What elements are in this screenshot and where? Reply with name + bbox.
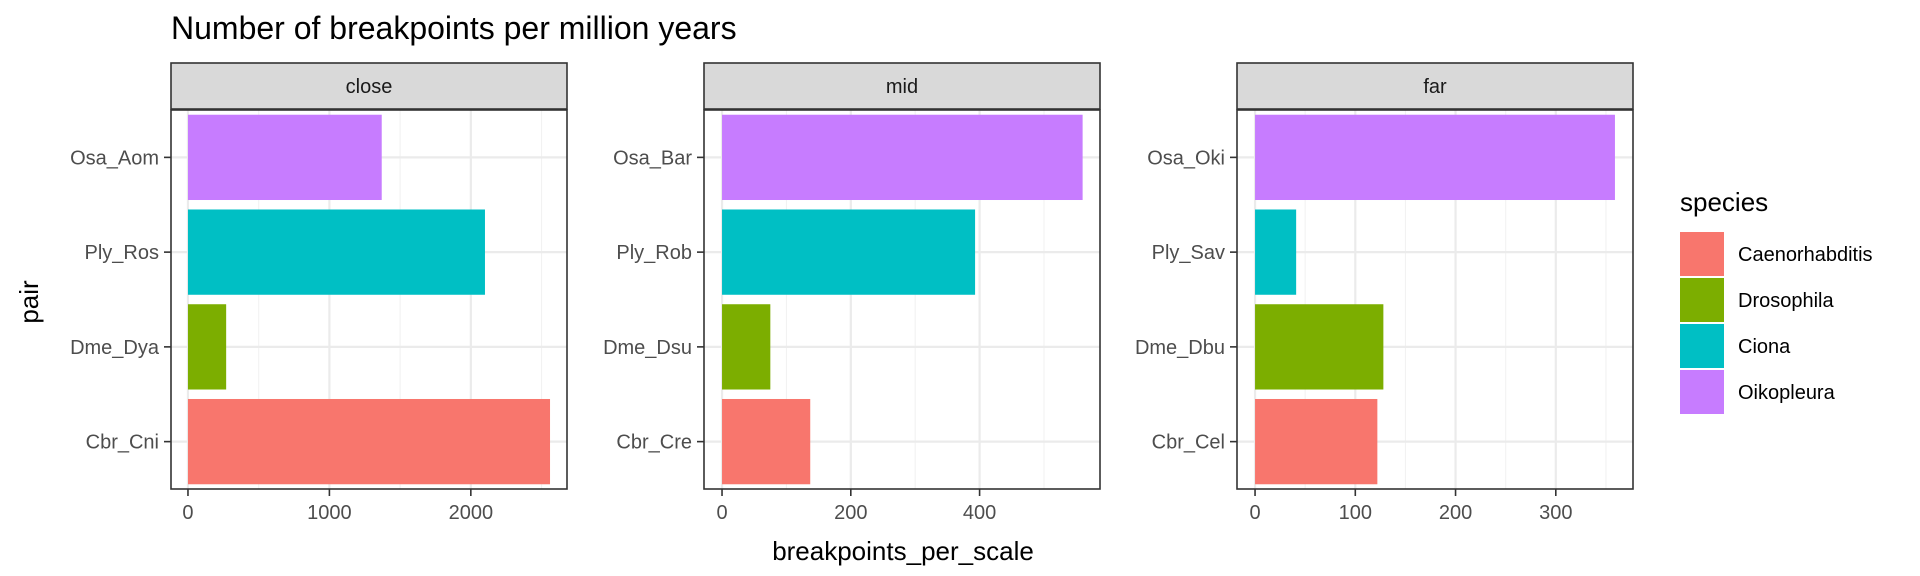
x-tick-label: 0	[182, 502, 193, 524]
x-tick-label: 400	[963, 502, 996, 524]
legend-label: Caenorhabditis	[1738, 244, 1873, 266]
facet-strip	[170, 62, 568, 110]
facet-panel-close: close Osa_Aom Ply_Ros Dme_Dya Cbr_Cni 0 1000 20…	[70, 62, 568, 524]
y-tick-label: Cbr_Cre	[616, 432, 692, 454]
facet-strip-label: mid	[886, 76, 918, 98]
y-tick-label: Cbr_Cel	[1152, 432, 1225, 454]
x-tick-label: 1000	[307, 502, 352, 524]
bar-Ply_Rob	[722, 209, 976, 295]
facet-strip-label: close	[346, 76, 393, 98]
y-tick-label: Dme_Dya	[70, 337, 160, 359]
panel-border	[170, 109, 568, 490]
y-tick-label: Osa_Oki	[1147, 147, 1225, 169]
legend-key-drosophila	[1680, 278, 1724, 322]
bar-Cbr_Cel	[1255, 398, 1378, 485]
bar-Ply_Ros	[187, 209, 485, 295]
chart-title: Number of breakpoints per million years	[171, 10, 737, 46]
bar-Osa_Aom	[187, 114, 382, 201]
bar-Dme_Dbu	[1255, 304, 1384, 390]
legend-label: Drosophila	[1738, 290, 1834, 312]
y-axis-title: pair	[14, 280, 44, 324]
x-tick-label: 2000	[449, 502, 494, 524]
bar-Dme_Dya	[187, 304, 227, 390]
y-tick-label: Dme_Dbu	[1135, 337, 1225, 359]
y-tick-label: Ply_Sav	[1152, 242, 1225, 264]
y-tick-label: Ply_Ros	[85, 242, 159, 264]
x-tick-label: 200	[834, 502, 867, 524]
legend-key-caenorhabditis	[1680, 232, 1724, 276]
x-tick-label: 200	[1439, 502, 1472, 524]
facet-strip-label: far	[1423, 76, 1447, 98]
y-tick-label: Osa_Bar	[613, 147, 692, 169]
bar-Cbr_Cre	[722, 398, 811, 485]
y-tick-label: Ply_Rob	[616, 242, 692, 264]
bar-Osa_Oki	[1255, 114, 1615, 201]
legend-key-oikopleura	[1680, 370, 1724, 414]
legend-key-ciona	[1680, 324, 1724, 368]
x-tick-label: 0	[716, 502, 727, 524]
x-tick-label: 0	[1249, 502, 1260, 524]
bar-Cbr_Cni	[187, 398, 551, 485]
bar-Osa_Bar	[722, 114, 1083, 201]
facet-strip	[1236, 62, 1634, 110]
facet-strip	[703, 62, 1101, 110]
x-tick-label: 300	[1539, 502, 1572, 524]
bar-Ply_Sav	[1255, 209, 1297, 295]
legend-label: Ciona	[1738, 336, 1791, 358]
legend-title: species	[1680, 187, 1768, 217]
legend-label: Oikopleura	[1738, 382, 1836, 404]
y-tick-label: Cbr_Cni	[86, 432, 159, 454]
legend: species Caenorhabditis Drosophila Ciona Oik…	[1680, 187, 1873, 414]
x-axis-title: breakpoints_per_scale	[772, 536, 1034, 566]
panel-border	[1236, 109, 1634, 490]
y-tick-label: Dme_Dsu	[603, 337, 692, 359]
y-tick-label: Osa_Aom	[70, 147, 159, 169]
bar-Dme_Dsu	[722, 304, 771, 390]
x-tick-label: 100	[1339, 502, 1372, 524]
panel-border	[703, 109, 1101, 490]
facet-panel-far: far Osa_Oki Ply_Sav Dme_Dbu Cbr_Cel 0 100 200 30…	[1135, 62, 1634, 524]
facet-panel-mid: mid Osa_Bar Ply_Rob Dme_Dsu Cbr_Cre 0 200 400	[603, 62, 1101, 524]
